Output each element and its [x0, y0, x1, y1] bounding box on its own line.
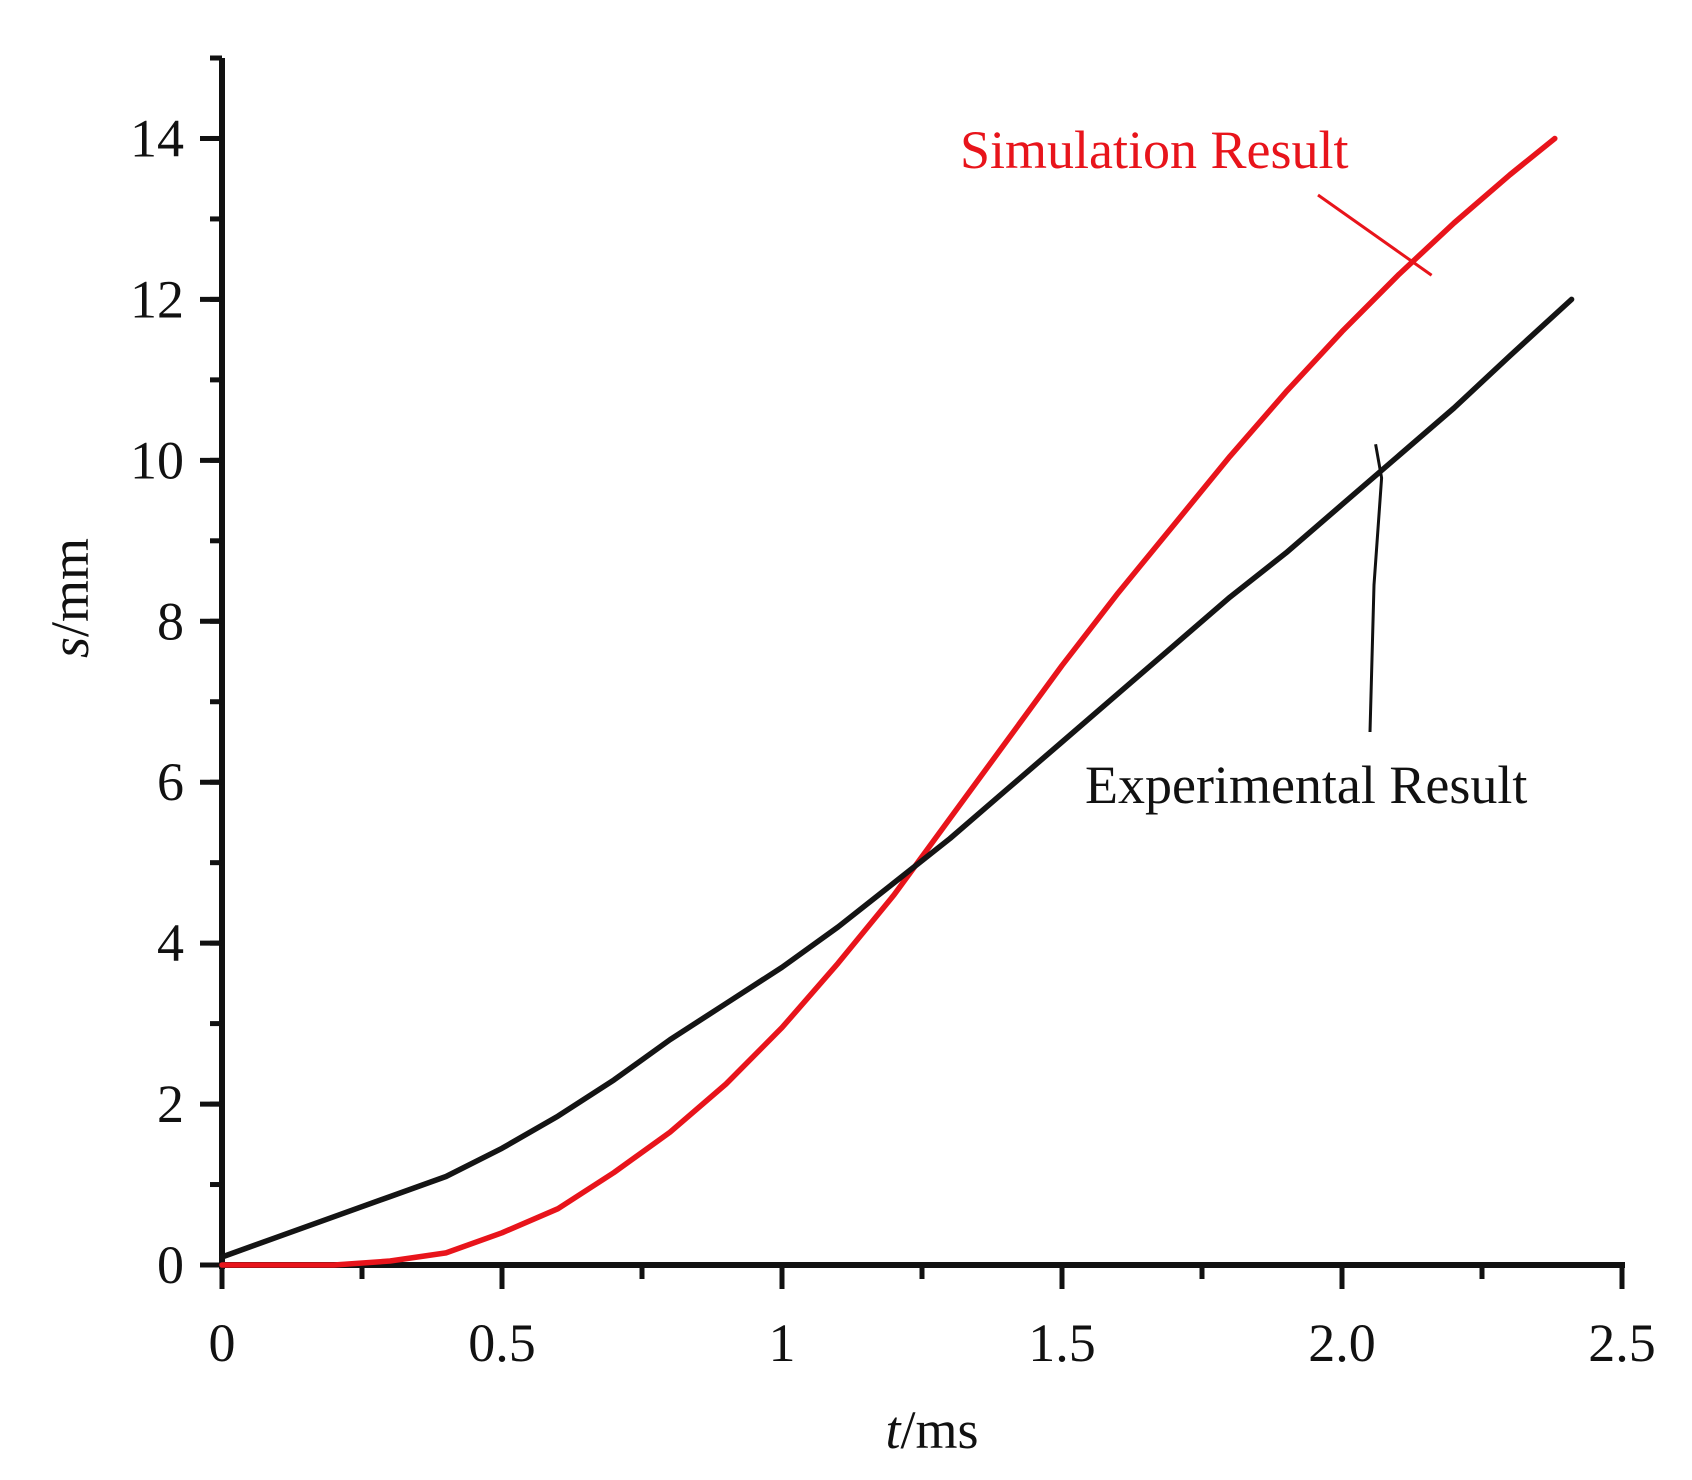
series: [219, 135, 1575, 1268]
axis-labels: t/ms s/mm: [40, 538, 979, 1460]
axes: [219, 58, 1625, 1269]
x-axis-title: t/ms: [885, 1400, 978, 1460]
y-tick-label: 4: [157, 913, 184, 973]
x-tick-label: 1.5: [1028, 1313, 1096, 1373]
x-tick-label: 1: [769, 1313, 796, 1373]
y-axis-var: s: [40, 637, 100, 658]
y-tick-label: 2: [157, 1074, 184, 1134]
experimental-leader-line: [1368, 443, 1384, 733]
x-axis-unit: /ms: [900, 1400, 978, 1460]
simulation-result-annotation: Simulation Result: [960, 120, 1349, 180]
simulation-leader-line: [1317, 193, 1433, 277]
x-tick-label: 2.0: [1308, 1313, 1376, 1373]
y-tick-label: 12: [130, 269, 184, 329]
y-tick-label: 0: [157, 1235, 184, 1295]
y-axis-title: s/mm: [40, 538, 100, 658]
y-tick-label: 14: [130, 108, 184, 168]
y-tick-label: 8: [157, 591, 184, 651]
ticks: 0 2 4 6 8 10 12 14 0 0.5 1 1.5 2.0 2.5: [130, 55, 1656, 1373]
y-tick-label: 10: [130, 430, 184, 490]
simulation-result-line: [219, 135, 1558, 1268]
y-tick-label: 6: [157, 752, 184, 812]
experimental-result-line: [219, 296, 1575, 1260]
annotations: Simulation Result Experimental Result: [960, 120, 1527, 815]
x-tick-label: 0.5: [468, 1313, 536, 1373]
experimental-result-annotation: Experimental Result: [1085, 755, 1527, 815]
y-axis-unit: /mm: [40, 538, 100, 637]
x-axis-var: t: [885, 1400, 902, 1460]
x-tick-label: 0: [209, 1313, 236, 1373]
x-tick-label: 2.5: [1588, 1313, 1656, 1373]
